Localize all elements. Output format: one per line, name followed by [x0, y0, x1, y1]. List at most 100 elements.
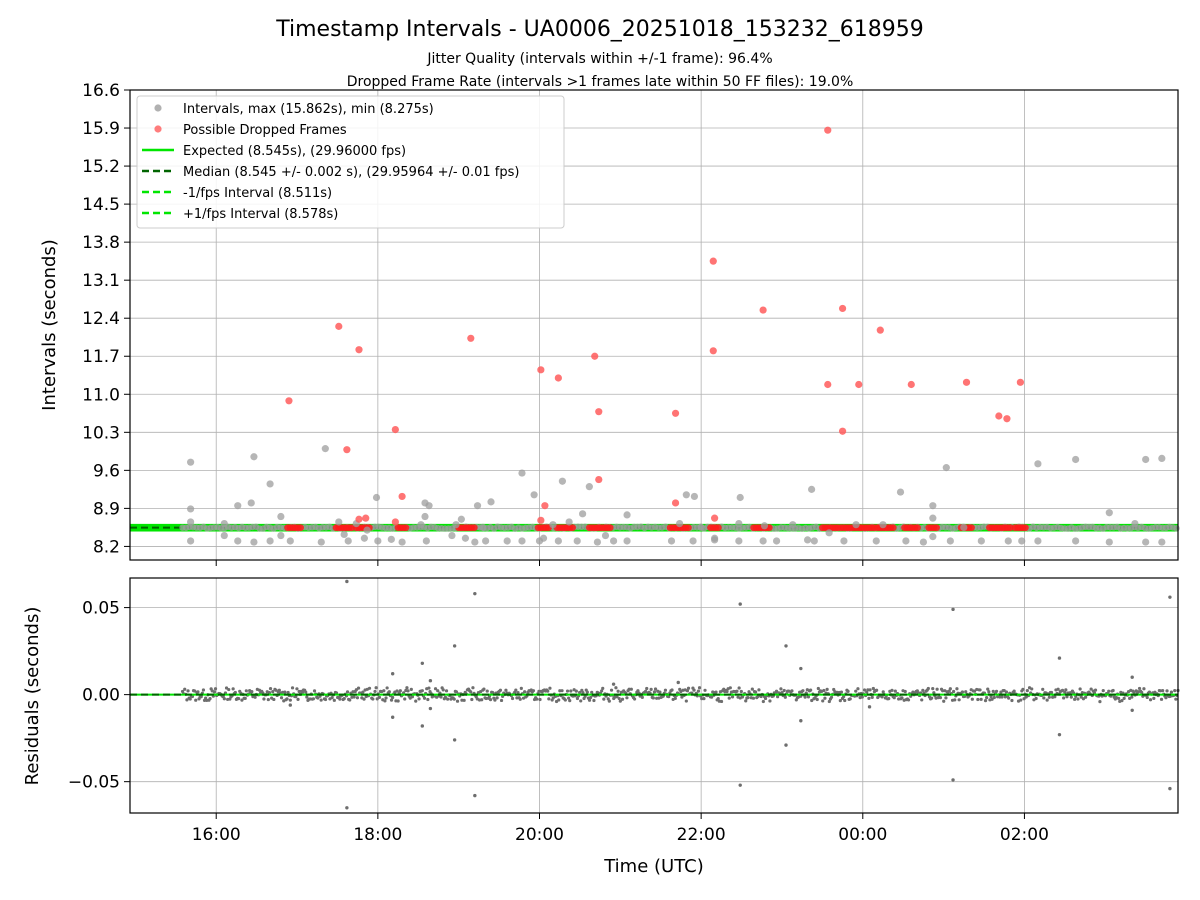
- interval-point: [518, 469, 526, 477]
- residual-point: [510, 696, 515, 701]
- interval-point: [234, 502, 242, 510]
- residual-point: [188, 697, 192, 701]
- residual-point: [565, 689, 570, 693]
- intervals-y-tick-label: 16.6: [82, 81, 120, 101]
- interval-point: [530, 491, 538, 499]
- residual-point: [1161, 689, 1165, 693]
- residual-point: [514, 688, 518, 692]
- residual-point: [491, 690, 495, 695]
- residual-point: [1047, 695, 1051, 699]
- x-axis-label: Time (UTC): [603, 856, 704, 877]
- residual-point: [744, 699, 748, 703]
- residual-outlier-point: [428, 679, 433, 683]
- interval-point: [977, 537, 985, 545]
- residual-outlier-point: [420, 724, 425, 728]
- residual-point: [1041, 687, 1045, 691]
- residual-point: [499, 698, 504, 703]
- residual-point: [1148, 698, 1153, 702]
- dropped-frame-cluster-point: [402, 524, 410, 532]
- residual-point: [932, 691, 936, 695]
- residual-point: [462, 698, 466, 702]
- residual-point: [739, 689, 743, 694]
- residual-point: [821, 699, 825, 703]
- residual-point: [587, 698, 592, 702]
- residual-point: [250, 690, 254, 694]
- residual-point: [1147, 690, 1152, 694]
- residual-point: [185, 698, 189, 702]
- residual-point: [710, 695, 714, 699]
- residual-point: [186, 689, 190, 693]
- dropped-frame-point: [335, 322, 343, 330]
- interval-point: [1158, 454, 1166, 462]
- interval-point: [919, 538, 928, 546]
- residual-point: [374, 686, 378, 690]
- residual-point: [686, 686, 691, 690]
- residual-point: [213, 687, 218, 691]
- interval-point: [760, 522, 769, 530]
- interval-point: [1142, 538, 1150, 546]
- residual-point: [839, 690, 844, 694]
- interval-point: [682, 491, 690, 499]
- residual-outlier-point: [345, 806, 349, 810]
- intervals-y-tick-label: 10.3: [82, 423, 120, 443]
- residual-point: [653, 687, 658, 691]
- residual-point: [547, 697, 551, 701]
- dropped-frame-point: [537, 516, 545, 524]
- x-tick-label: 00:00: [838, 825, 887, 845]
- interval-point: [452, 521, 460, 529]
- residual-point: [825, 687, 829, 691]
- interval-point: [387, 535, 395, 543]
- residual-outlier-point: [951, 607, 955, 612]
- residual-point: [409, 687, 413, 691]
- interval-point: [690, 492, 699, 501]
- residual-point: [829, 695, 834, 699]
- interval-point: [398, 538, 406, 546]
- residual-point: [385, 686, 389, 690]
- residual-point: [323, 697, 328, 702]
- residual-point: [815, 697, 819, 702]
- dropped-frame-point: [595, 475, 603, 484]
- residual-point: [1069, 695, 1073, 699]
- residual-point: [728, 686, 732, 690]
- residual-point: [227, 687, 231, 692]
- residual-point: [1173, 689, 1177, 693]
- dropped-frame-point: [671, 409, 680, 417]
- residual-point: [523, 690, 527, 694]
- interval-point: [929, 514, 937, 522]
- interval-point: [335, 518, 343, 526]
- legend-entry-label: Intervals, max (15.862s), min (8.275s): [183, 102, 434, 117]
- residual-point: [880, 695, 884, 699]
- residuals-axes: 16:00 18:00 20:00 22:00 00:00 02:00 0.05 0.00 −0…: [68, 599, 1049, 845]
- residual-point: [585, 690, 589, 694]
- residual-point: [983, 699, 988, 703]
- interval-point: [735, 519, 743, 528]
- residual-point: [471, 686, 475, 690]
- residual-point: [361, 690, 365, 694]
- interval-point: [942, 464, 950, 472]
- dropped-frame-point: [537, 366, 545, 374]
- interval-point: [759, 537, 767, 545]
- dropped-frame-point: [759, 306, 767, 314]
- dropped-frame-point: [362, 514, 370, 522]
- residual-point: [482, 687, 486, 691]
- residual-outlier-point: [1057, 656, 1062, 660]
- dropped-frame-point: [824, 126, 832, 134]
- legend-entry-label: Possible Dropped Frames: [183, 123, 347, 138]
- interval-point: [1018, 537, 1026, 545]
- residual-point: [1010, 698, 1014, 703]
- interval-point: [247, 499, 255, 507]
- dropped-frame-cluster-point: [470, 524, 478, 532]
- interval-point: [317, 538, 325, 546]
- interval-point: [448, 531, 456, 540]
- interval-point: [623, 537, 631, 545]
- residuals-y-tick-label: 0.00: [82, 686, 120, 706]
- residual-point: [1022, 697, 1026, 701]
- residual-point: [312, 689, 317, 693]
- residual-point: [373, 689, 377, 694]
- residual-point: [746, 696, 750, 700]
- dropped-frame-point: [1003, 415, 1011, 423]
- intervals-y-tick-label: 11.0: [82, 385, 120, 405]
- residual-outlier-point: [799, 666, 803, 671]
- residual-point: [1064, 688, 1068, 692]
- dropped-frame-cluster-point: [1006, 524, 1014, 532]
